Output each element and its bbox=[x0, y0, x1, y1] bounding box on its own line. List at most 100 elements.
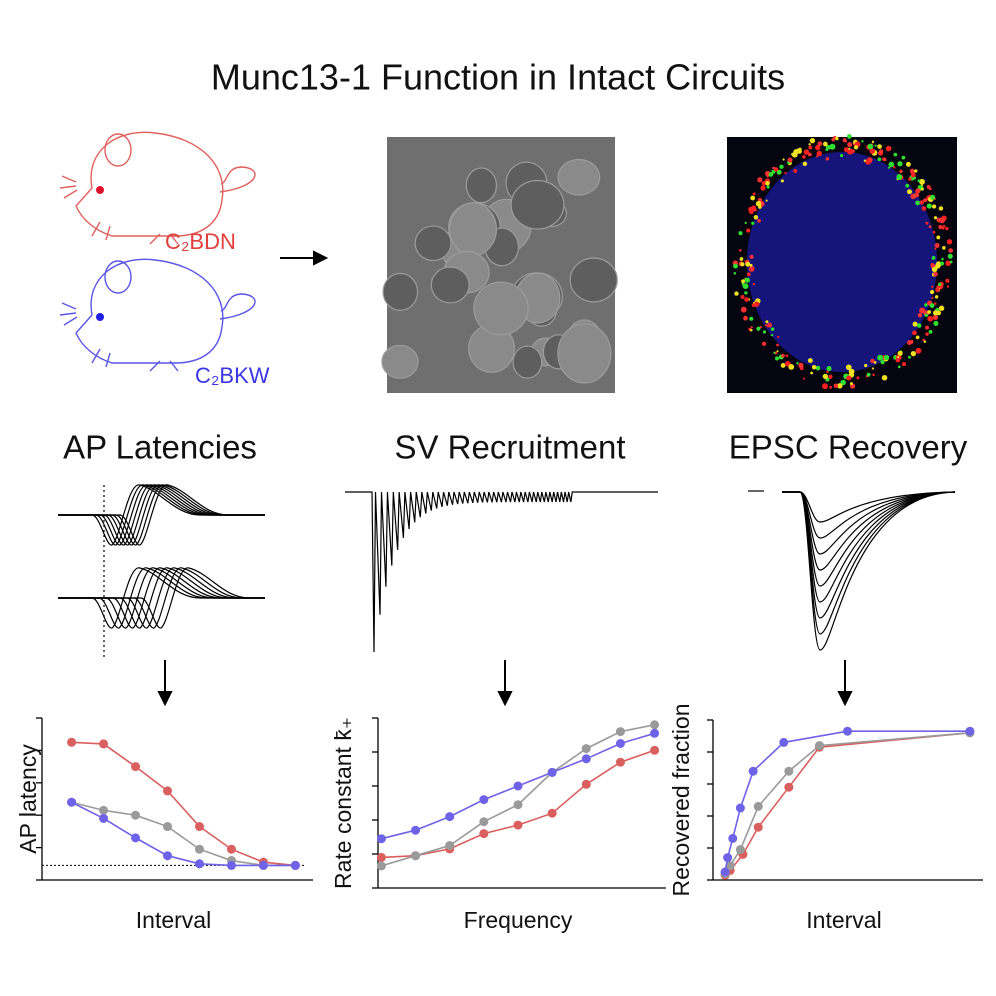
epsc-trace bbox=[782, 491, 956, 539]
punctum bbox=[826, 366, 832, 372]
punctum bbox=[739, 249, 742, 252]
punctum bbox=[787, 157, 793, 163]
data-point bbox=[615, 727, 625, 737]
punctum bbox=[908, 355, 911, 359]
punctum bbox=[916, 323, 922, 328]
punctum bbox=[938, 282, 942, 287]
mouse-red bbox=[59, 131, 256, 245]
punctum bbox=[883, 354, 890, 361]
punctum bbox=[870, 358, 875, 364]
punctum bbox=[816, 150, 822, 157]
punctum bbox=[926, 203, 932, 209]
data-point bbox=[411, 825, 421, 835]
punctum bbox=[945, 260, 951, 266]
section-title: SV Recruitment bbox=[394, 429, 625, 466]
punctum bbox=[905, 183, 910, 188]
punctum bbox=[748, 209, 754, 215]
cell bbox=[510, 179, 565, 230]
punctum bbox=[933, 320, 939, 326]
punctum bbox=[923, 198, 928, 203]
punctum bbox=[946, 285, 950, 288]
punctum bbox=[781, 353, 785, 358]
punctum bbox=[811, 365, 817, 370]
punctum bbox=[848, 368, 855, 375]
ap-trace bbox=[58, 484, 265, 546]
cell bbox=[381, 344, 419, 379]
punctum bbox=[840, 153, 844, 158]
cell bbox=[449, 202, 497, 257]
nucleus bbox=[747, 152, 937, 372]
punctum bbox=[744, 291, 748, 295]
punctum bbox=[941, 257, 944, 261]
punctum bbox=[910, 172, 916, 178]
punctum bbox=[848, 147, 851, 150]
punctum bbox=[856, 376, 860, 380]
punctum bbox=[938, 206, 944, 211]
punctum bbox=[840, 379, 846, 386]
data-point bbox=[735, 845, 745, 855]
punctum bbox=[885, 145, 892, 152]
punctum bbox=[931, 204, 937, 209]
punctum bbox=[807, 152, 812, 157]
y-axis-label: Rate constant k̄₊ bbox=[330, 717, 356, 889]
punctum bbox=[798, 362, 804, 368]
punctum bbox=[751, 221, 755, 225]
punctum bbox=[940, 261, 944, 266]
x-axis-label: Interval bbox=[136, 907, 211, 933]
punctum bbox=[925, 332, 929, 336]
punctum bbox=[919, 178, 925, 185]
data-point bbox=[513, 800, 523, 810]
data-point bbox=[650, 720, 660, 730]
punctum bbox=[877, 354, 884, 361]
punctum bbox=[909, 168, 915, 174]
punctum bbox=[733, 263, 738, 269]
punctum bbox=[947, 253, 953, 259]
punctum bbox=[897, 350, 903, 356]
punctum bbox=[750, 326, 753, 329]
punctum bbox=[929, 303, 935, 308]
arrow bbox=[280, 250, 329, 266]
punctum bbox=[931, 296, 934, 300]
punctum bbox=[948, 248, 953, 253]
traces bbox=[58, 484, 956, 660]
punctum bbox=[847, 148, 854, 155]
punctum bbox=[734, 291, 739, 296]
punctum bbox=[925, 325, 930, 330]
ap-trace bbox=[58, 567, 265, 629]
punctum bbox=[945, 278, 950, 283]
punctum bbox=[933, 310, 939, 316]
punctum bbox=[749, 263, 753, 267]
cell bbox=[569, 257, 618, 303]
punctum bbox=[776, 343, 779, 347]
data-point bbox=[479, 795, 489, 805]
data-point bbox=[843, 726, 852, 736]
punctum bbox=[939, 217, 945, 224]
data-point bbox=[411, 851, 421, 861]
punctum bbox=[927, 315, 934, 322]
data-point bbox=[748, 766, 758, 776]
series-line bbox=[724, 732, 970, 875]
punctum bbox=[880, 360, 885, 365]
ap-trace bbox=[58, 567, 265, 629]
punctum bbox=[745, 261, 751, 267]
section-title: EPSC Recovery bbox=[729, 429, 968, 466]
data-point bbox=[99, 739, 109, 749]
punctum bbox=[826, 370, 829, 374]
punctum bbox=[752, 192, 756, 196]
punctum bbox=[740, 262, 745, 267]
punctum bbox=[938, 305, 945, 311]
punctum bbox=[933, 216, 938, 220]
ap-trace bbox=[58, 484, 265, 546]
ap-trace bbox=[58, 484, 265, 546]
punctum bbox=[869, 148, 876, 154]
punctum bbox=[925, 221, 929, 225]
punctum bbox=[770, 327, 775, 331]
data-point bbox=[615, 739, 625, 748]
punctum bbox=[934, 247, 937, 250]
mouse-blue bbox=[59, 258, 256, 372]
punctum bbox=[770, 333, 774, 337]
ap-trace bbox=[58, 567, 265, 629]
ap-trace bbox=[58, 484, 265, 546]
punctum bbox=[749, 316, 754, 321]
punctum bbox=[744, 221, 747, 225]
